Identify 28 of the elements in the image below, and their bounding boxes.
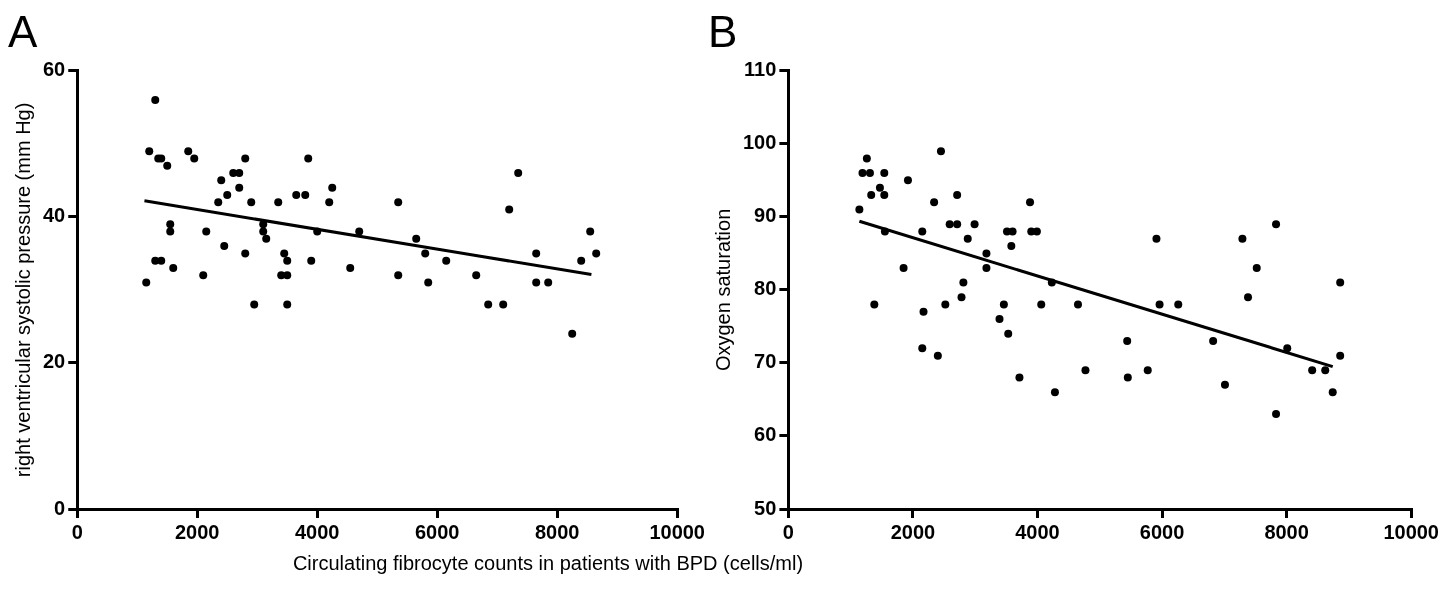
x-tick-label: 10000 [1383,520,1439,543]
x-tick-label: 0 [782,520,794,543]
x-tick-label: 6000 [414,520,460,543]
x-tick-label: 0 [71,520,83,543]
y-tick-label: 90 [754,204,777,227]
y-tick-label: 110 [744,58,777,81]
x-tick-label: 8000 [534,520,580,543]
x-tick-label: 8000 [1264,520,1309,543]
x-tick-label: 10000 [649,520,705,543]
chart-title: A [8,6,38,56]
x-tick-label: 4000 [294,520,340,543]
x-tick-label: 4000 [1015,520,1060,543]
y-tick-label: 60 [43,58,66,81]
y-tick-label: 100 [742,131,777,154]
y-axis-title: right ventricular systolic pressure (mm Hg) [11,102,34,478]
y-tick-label: 50 [754,496,777,519]
y-tick-label: 70 [754,350,777,373]
x-axis-title: Circulating fibrocyte counts in patients with BPD (cells/ml) [291,552,805,575]
x-tick-label: 6000 [1139,520,1185,543]
y-tick-label: 60 [754,423,777,446]
y-tick-label: 20 [43,350,66,373]
chart-title: B [708,6,738,56]
x-tick-label: 2000 [174,520,220,543]
x-tick-label: 2000 [890,520,936,543]
y-tick-label: 0 [54,496,66,519]
y-axis-title: Oxygen saturation [711,208,734,372]
y-tick-label: 80 [754,277,777,300]
y-tick-label: 40 [43,204,66,227]
